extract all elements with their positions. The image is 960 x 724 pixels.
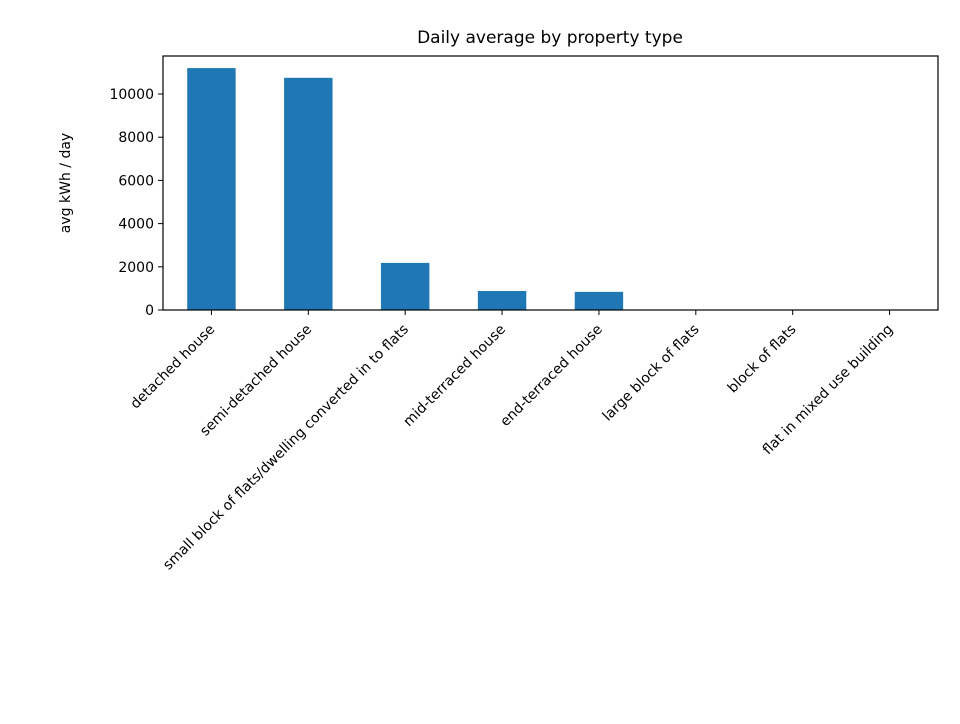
y-tick-label: 0: [145, 303, 154, 319]
y-tick-label: 4000: [118, 217, 154, 233]
y-tick-label: 8000: [118, 130, 154, 146]
y-axis-label: avg kWh / day: [58, 133, 74, 233]
axes-frame: [162, 55, 939, 311]
bar: [284, 77, 333, 310]
bar: [187, 68, 236, 310]
y-tick-label: 10000: [109, 87, 154, 103]
bar: [477, 290, 527, 310]
bar: [574, 291, 624, 310]
y-tick-label: 2000: [118, 260, 154, 276]
chart-title: Daily average by property type: [417, 28, 683, 48]
y-tick-label: 6000: [118, 173, 154, 189]
bar: [380, 262, 430, 310]
